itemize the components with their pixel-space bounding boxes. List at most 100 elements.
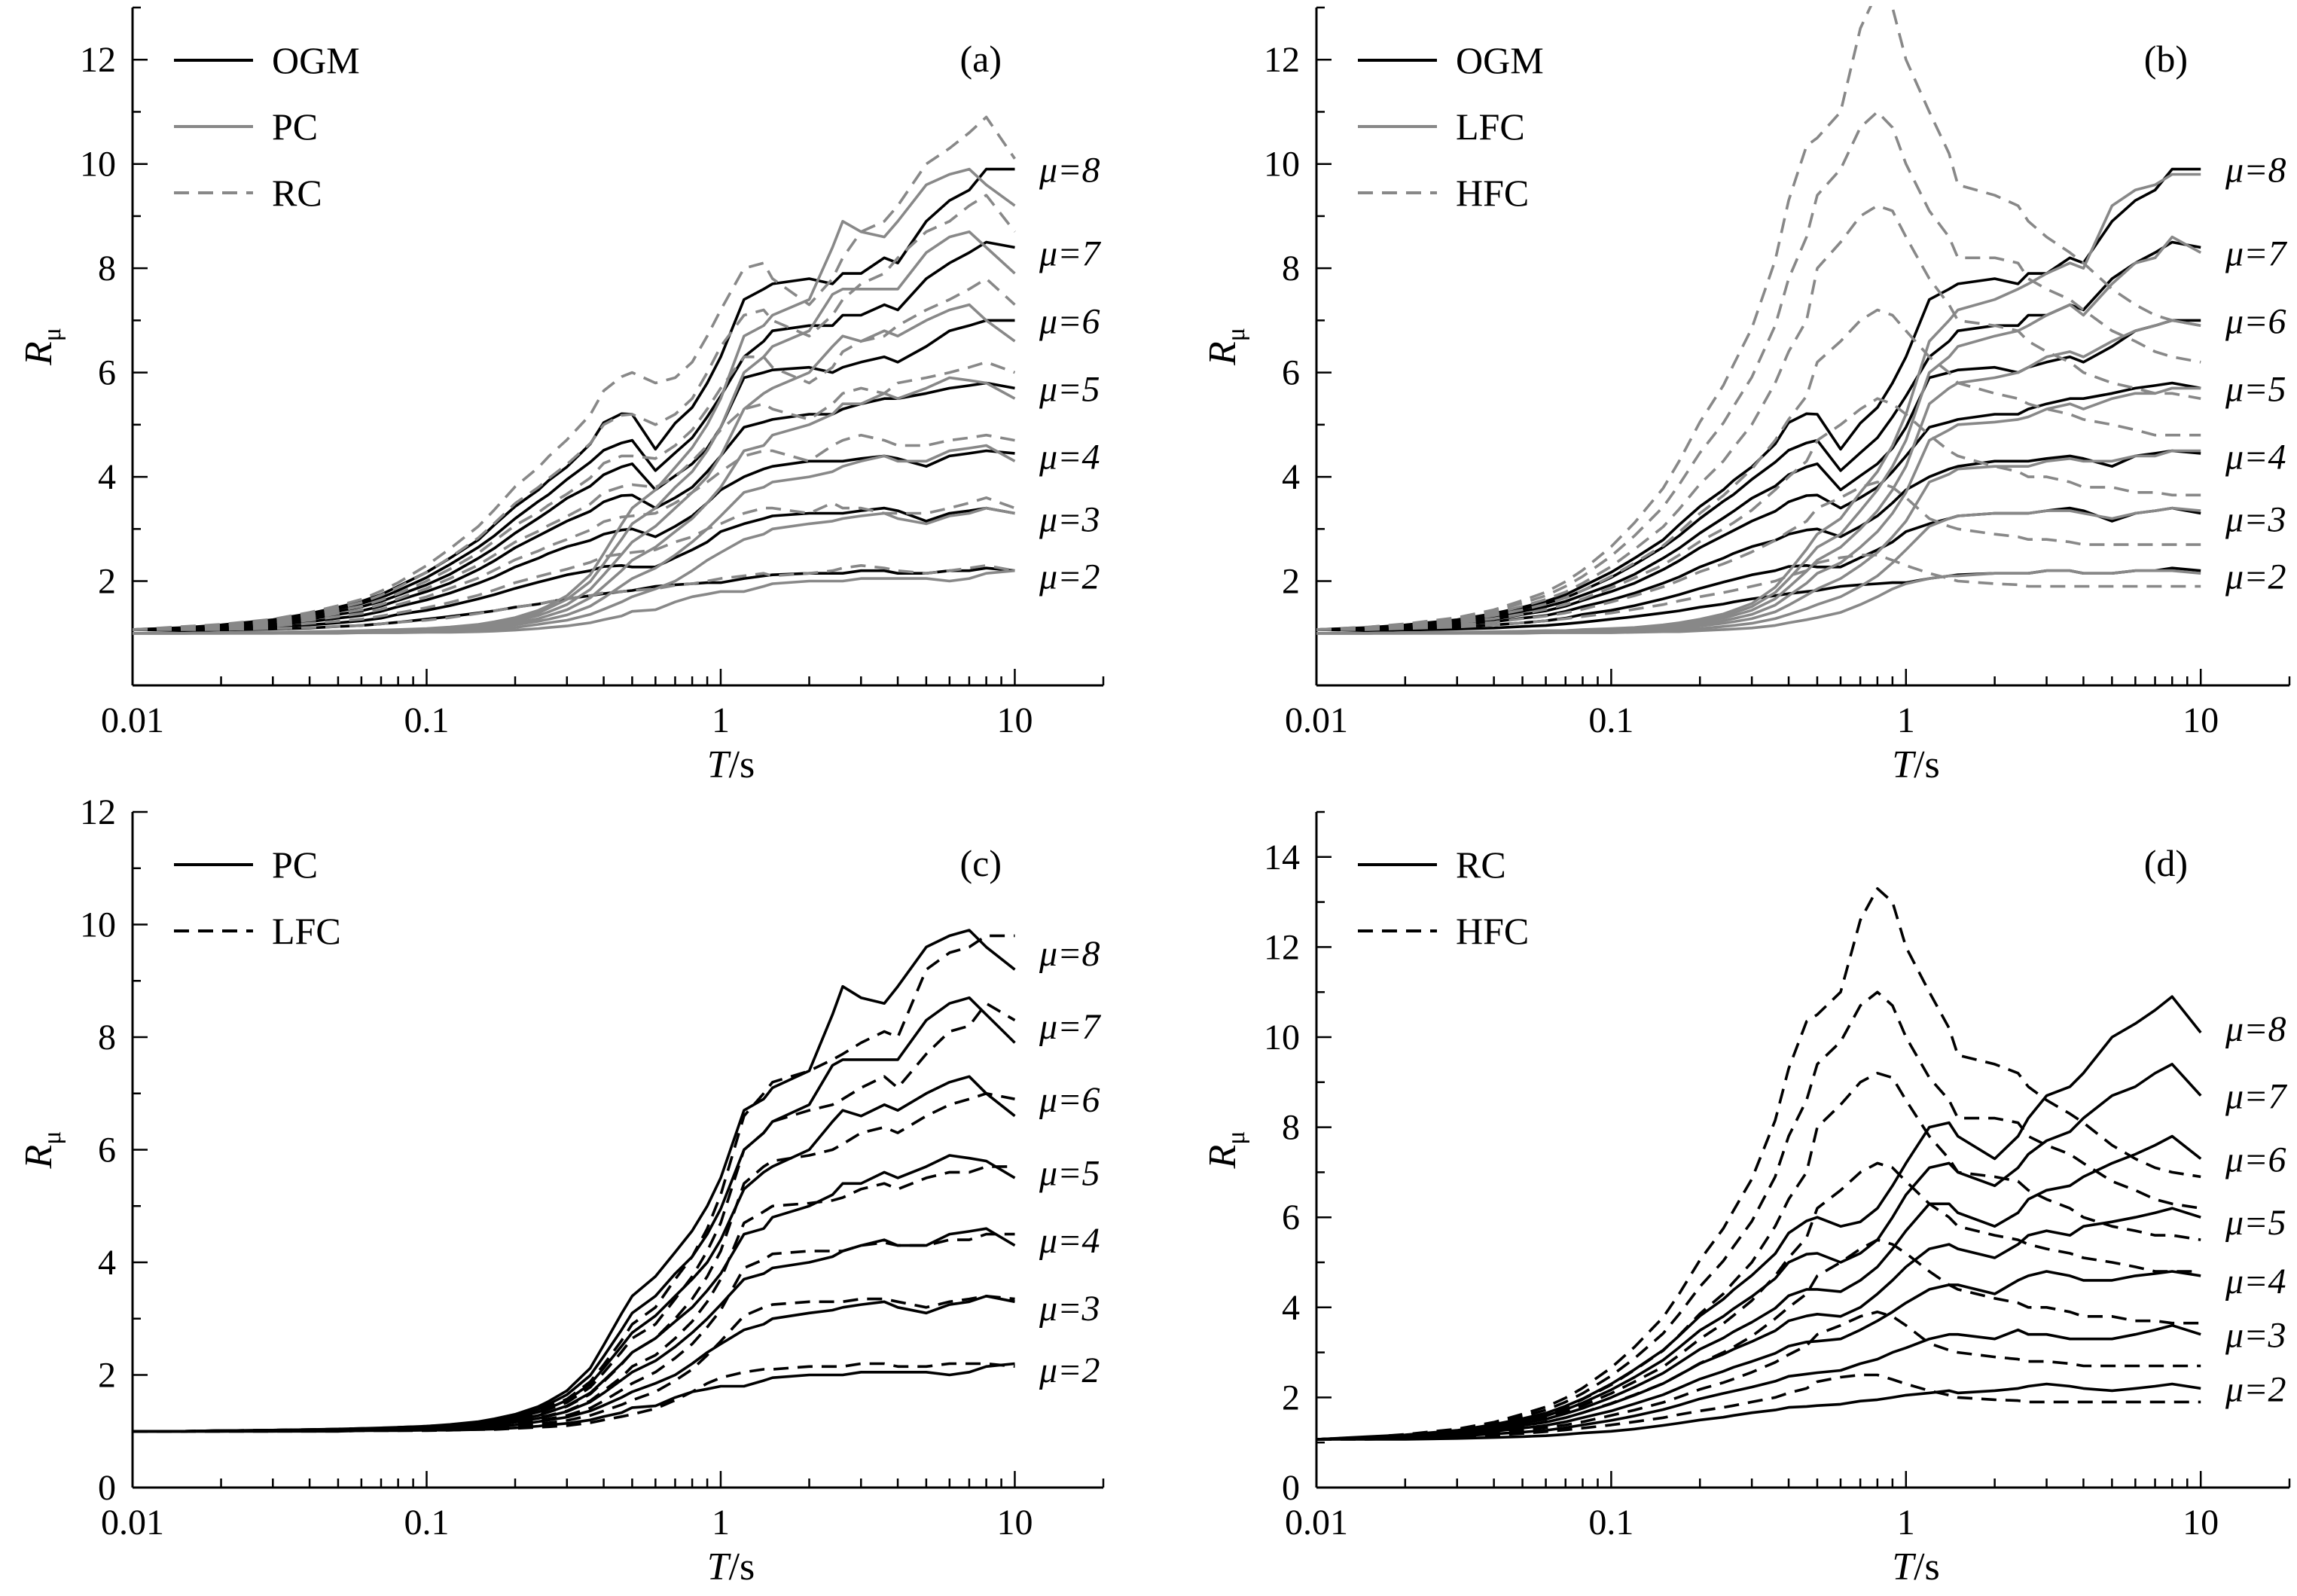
series-line-ogm-4: [1316, 449, 2201, 631]
series-line-lfc-6: [133, 1092, 1015, 1433]
mu-label: μ=3: [2225, 499, 2286, 539]
y-tick-label: 4: [98, 1243, 116, 1283]
y-tick-label: 10: [1264, 145, 1300, 185]
y-tick-label: 10: [80, 145, 116, 185]
series-line-pc-8: [133, 167, 1016, 635]
y-tick-label: 4: [1282, 457, 1300, 497]
chart-panel-a: 0.01 0.1 1 10 2 4 6 8 10 12 T/s Rμ OGM PC RC (a) μ=8 μ=7 μ…: [17, 6, 1105, 786]
series-line-hfc-6: [1316, 1072, 2201, 1441]
series-line-pc-2: [133, 569, 1015, 635]
mu-label: μ=7: [1039, 233, 1101, 273]
y-tick-label: 12: [80, 40, 116, 80]
series-group: [1316, 886, 2202, 1441]
series-line-lfc-5: [133, 1165, 1015, 1433]
y-tick-label: 4: [1282, 1288, 1300, 1328]
mu-label: μ=8: [2225, 151, 2286, 191]
y-axis-title: Rμ: [1201, 1131, 1250, 1170]
series-line-rc-6: [1316, 1134, 2202, 1441]
y-tick-label: 0: [1282, 1468, 1300, 1508]
mu-label: μ=5: [1039, 369, 1100, 409]
legend-label: HFC: [1456, 172, 1529, 214]
legend-label: RC: [1456, 844, 1506, 886]
series-line-rc-7: [1316, 1063, 2202, 1441]
x-tick-label: 0.01: [1285, 1503, 1348, 1543]
mu-label: μ=6: [2225, 1140, 2286, 1179]
mu-label: μ=2: [2225, 1369, 2286, 1409]
series-line-hfc-5: [1316, 308, 2201, 631]
series-line-lfc-2: [1316, 569, 2201, 635]
y-axis-title: Rμ: [1201, 328, 1250, 366]
x-axis-title-unit: /s: [1914, 743, 1940, 786]
x-tick-label: 0.1: [404, 1503, 449, 1543]
y-axis-title-var: R: [1201, 341, 1244, 366]
legend-label: LFC: [1456, 105, 1525, 148]
series-line-lfc-2: [133, 1362, 1015, 1433]
legend-label: OGM: [272, 39, 360, 81]
mu-label: μ=8: [2225, 1009, 2286, 1049]
y-tick-label: 8: [98, 249, 116, 288]
y-tick-label: 10: [80, 905, 116, 945]
y-axis-title-sub: μ: [1222, 1131, 1250, 1145]
y-tick-label: 0: [98, 1468, 116, 1508]
series-line-hfc-8: [1316, 6, 2201, 631]
series-line-pc-8: [133, 929, 1016, 1433]
y-tick-label: 2: [98, 1356, 116, 1396]
mu-label: μ=6: [2225, 301, 2286, 341]
y-tick-label: 6: [98, 353, 116, 393]
mu-label: μ=3: [2225, 1316, 2286, 1356]
series-line-ogm-4: [133, 449, 1015, 631]
y-tick-label: 12: [1264, 927, 1300, 967]
legend-label: OGM: [1456, 39, 1544, 81]
legend-label: HFC: [1456, 910, 1529, 952]
series-line-pc-6: [133, 303, 1016, 635]
series-line-hfc-7: [1316, 990, 2201, 1441]
y-tick-label: 12: [80, 792, 116, 832]
mu-label: μ=3: [1039, 499, 1100, 539]
legend-label: LFC: [272, 910, 341, 952]
series-line-rc-7: [133, 194, 1016, 631]
series-line-rc-3: [133, 496, 1016, 631]
mu-label: μ=2: [1039, 557, 1100, 597]
chart-panel-d: 0.01 0.1 1 10 0 2 4 6 8 10 12 14 T/s Rμ RC HFC (d) μ=8 μ=7…: [1201, 810, 2291, 1588]
series-line-lfc-7: [133, 1002, 1016, 1433]
x-tick-label: 10: [2183, 700, 2219, 740]
series-line-pc-6: [133, 1075, 1016, 1433]
legend-label: RC: [272, 172, 322, 214]
series-line-hfc-3: [1316, 481, 2201, 631]
y-axis-title-sub: μ: [38, 1131, 66, 1145]
x-tick-label: 1: [712, 700, 730, 740]
series-line-hfc-2: [1316, 554, 2201, 631]
x-tick-label: 1: [712, 1503, 730, 1543]
series-line-rc-5: [1316, 1207, 2201, 1441]
y-tick-label: 2: [1282, 1378, 1300, 1417]
series-line-ogm-5: [1316, 381, 2201, 631]
mu-label: μ=8: [1039, 151, 1100, 191]
panel-label: (c): [960, 842, 1002, 884]
y-tick-label: 8: [1282, 1108, 1300, 1148]
y-tick-label: 4: [98, 457, 116, 497]
x-tick-label: 0.01: [1285, 700, 1348, 740]
chart-panel-b: 0.01 0.1 1 10 2 4 6 8 10 12 T/s Rμ OGM LFC HFC (b) μ=8 μ=…: [1201, 6, 2291, 786]
mu-label: μ=8: [1039, 934, 1100, 974]
series-line-rc-2: [133, 563, 1015, 631]
y-tick-label: 2: [1282, 562, 1300, 602]
series-line-pc-7: [133, 996, 1016, 1433]
series-line-lfc-6: [1316, 319, 2201, 635]
x-axis-title: T/s: [707, 1546, 755, 1588]
panel-label: (b): [2144, 38, 2188, 80]
x-axis-title-unit: /s: [1914, 1546, 1940, 1588]
y-tick-label: 2: [98, 562, 116, 602]
y-axis-title-var: R: [1201, 1145, 1244, 1170]
series-line-pc-2: [133, 1362, 1015, 1433]
mu-label: μ=3: [1039, 1289, 1100, 1329]
mu-label: μ=4: [2225, 1262, 2286, 1302]
series-line-hfc-8: [1316, 886, 2201, 1441]
panel-label: (a): [960, 38, 1002, 80]
y-tick-label: 10: [1264, 1018, 1300, 1057]
series-line-hfc-4: [1316, 1238, 2201, 1441]
y-tick-label: 12: [1264, 40, 1300, 80]
series-line-rc-8: [133, 115, 1016, 631]
series-line-lfc-4: [133, 1232, 1015, 1433]
series-line-hfc-4: [1316, 397, 2201, 631]
